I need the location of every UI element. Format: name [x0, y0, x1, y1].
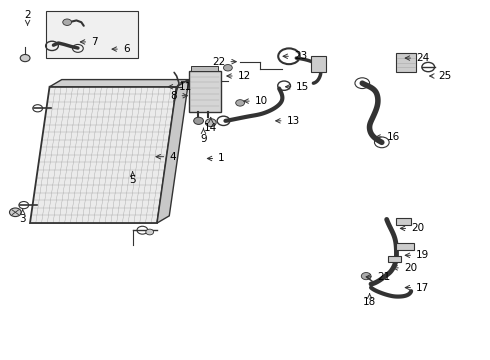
Text: 20: 20: [393, 263, 417, 273]
Circle shape: [9, 208, 21, 217]
Circle shape: [20, 54, 30, 62]
Text: 9: 9: [200, 128, 207, 144]
Text: 18: 18: [363, 294, 376, 307]
Text: 19: 19: [405, 250, 429, 260]
Bar: [396, 243, 414, 250]
Text: 8: 8: [170, 91, 187, 101]
Bar: [388, 256, 401, 262]
Text: 2: 2: [24, 10, 31, 26]
Text: 4: 4: [156, 152, 176, 162]
Bar: [46, 12, 139, 58]
Text: 5: 5: [129, 172, 136, 185]
Bar: [191, 66, 218, 71]
Polygon shape: [49, 80, 189, 87]
Text: 22: 22: [212, 57, 236, 67]
Text: 25: 25: [430, 71, 451, 81]
Circle shape: [146, 229, 154, 235]
Circle shape: [205, 119, 216, 127]
Text: 10: 10: [244, 96, 268, 106]
Circle shape: [223, 64, 232, 71]
Bar: [311, 56, 326, 72]
Circle shape: [236, 100, 245, 106]
Text: 12: 12: [227, 71, 251, 81]
Polygon shape: [30, 87, 176, 223]
Text: 24: 24: [405, 53, 429, 63]
Circle shape: [361, 273, 371, 280]
Text: 11: 11: [168, 82, 192, 92]
Text: 13: 13: [276, 116, 300, 126]
Text: 17: 17: [405, 283, 429, 293]
Bar: [396, 219, 411, 225]
Bar: [396, 53, 416, 72]
Text: 7: 7: [80, 37, 98, 47]
Text: 14: 14: [204, 117, 218, 133]
Text: 15: 15: [286, 82, 310, 92]
Text: 3: 3: [20, 209, 26, 224]
Text: 6: 6: [112, 44, 129, 54]
Text: 16: 16: [376, 132, 400, 142]
Polygon shape: [157, 80, 189, 223]
Text: 1: 1: [207, 153, 225, 163]
Bar: [189, 71, 220, 112]
Text: 23: 23: [283, 51, 307, 61]
Circle shape: [194, 117, 203, 125]
Text: 20: 20: [400, 224, 424, 233]
Text: 21: 21: [366, 272, 390, 282]
Circle shape: [63, 19, 72, 26]
